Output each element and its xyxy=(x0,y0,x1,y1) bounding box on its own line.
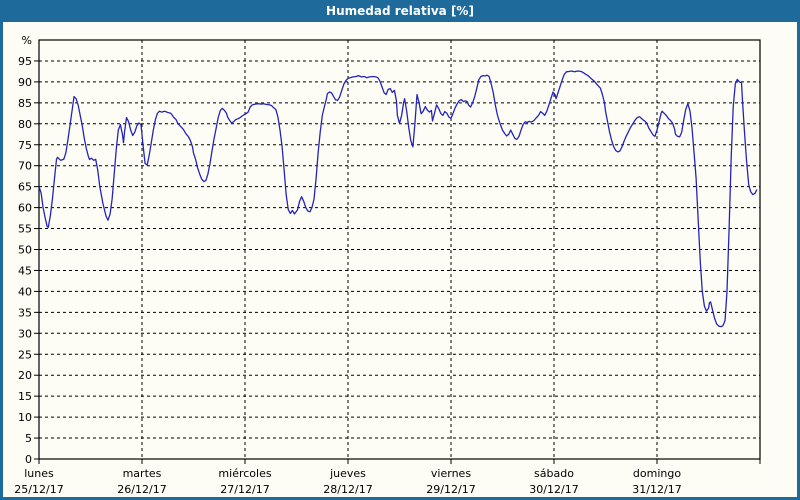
y-tick-label: 30 xyxy=(18,327,32,340)
y-tick-label: 60 xyxy=(18,202,32,215)
x-weekday-label: domingo xyxy=(633,467,681,480)
x-date-label: 25/12/17 xyxy=(14,483,63,496)
y-tick-label: 95 xyxy=(18,55,32,68)
y-tick-label: 35 xyxy=(18,306,32,319)
x-weekday-label: miércoles xyxy=(218,467,271,480)
y-tick-label: 75 xyxy=(18,139,32,152)
y-tick-label: 80 xyxy=(18,118,32,131)
y-tick-label: 55 xyxy=(18,223,32,236)
y-tick-label: 65 xyxy=(18,181,32,194)
x-date-label: 28/12/17 xyxy=(323,483,372,496)
x-weekday-label: jueves xyxy=(329,467,366,480)
y-axis-unit-label: % xyxy=(22,34,32,47)
y-tick-label: 70 xyxy=(18,160,32,173)
y-tick-label: 90 xyxy=(18,76,32,89)
y-tick-label: 5 xyxy=(25,432,32,445)
x-date-label: 27/12/17 xyxy=(220,483,269,496)
chart-title: Humedad relativa [%] xyxy=(326,4,474,18)
y-tick-label: 25 xyxy=(18,348,32,361)
x-weekday-label: viernes xyxy=(431,467,471,480)
y-tick-label: 85 xyxy=(18,97,32,110)
humidity-line xyxy=(38,70,758,328)
x-date-label: 26/12/17 xyxy=(117,483,166,496)
x-weekday-label: lunes xyxy=(24,467,54,480)
y-tick-label: 0 xyxy=(25,453,32,466)
x-date-label: 31/12/17 xyxy=(632,483,681,496)
y-tick-label: 10 xyxy=(18,411,32,424)
x-date-label: 30/12/17 xyxy=(529,483,578,496)
y-tick-label: 15 xyxy=(18,390,32,403)
y-tick-label: 40 xyxy=(18,285,32,298)
plot-border xyxy=(38,39,761,460)
x-weekday-label: martes xyxy=(123,467,162,480)
x-weekday-label: sábado xyxy=(534,467,574,480)
title-bar: Humedad relativa [%] xyxy=(0,0,800,22)
x-date-label: 29/12/17 xyxy=(426,483,475,496)
y-tick-label: 20 xyxy=(18,369,32,382)
y-tick-label: 50 xyxy=(18,244,32,257)
y-tick-label: 45 xyxy=(18,264,32,277)
